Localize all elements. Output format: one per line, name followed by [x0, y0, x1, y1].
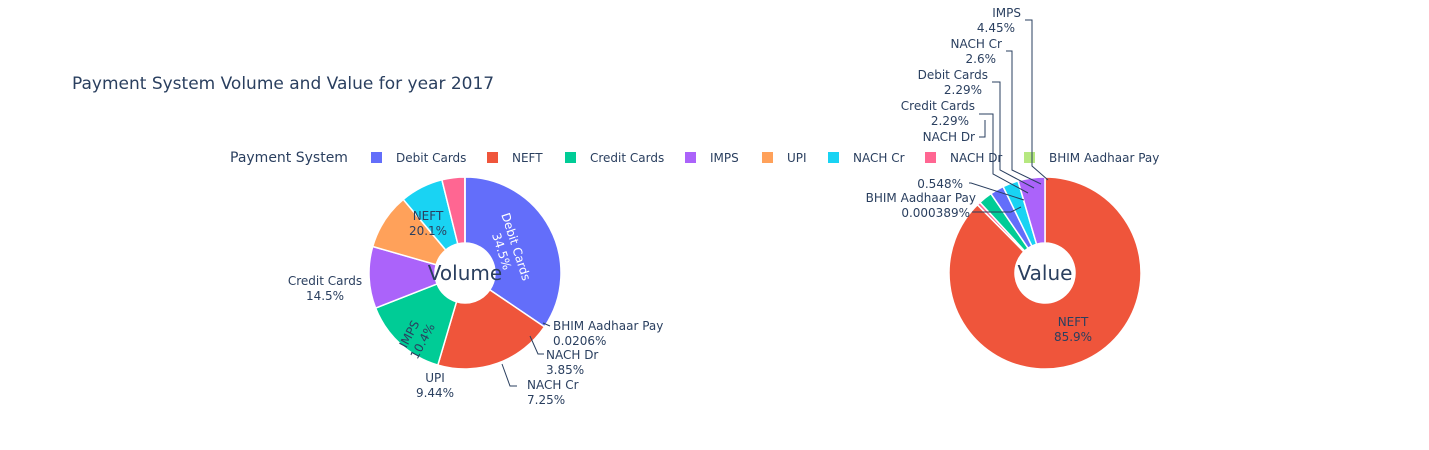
pie-value-label-credit-cards: Credit Cards 2.29%	[901, 99, 1029, 194]
legend-item-debit-cards[interactable]: Debit Cards	[371, 151, 466, 165]
legend-swatch-bhim-aadhaar-pay	[1024, 152, 1035, 163]
pie-value-center-label: Value	[1018, 261, 1073, 285]
legend-label-bhim-aadhaar-pay: BHIM Aadhaar Pay	[1049, 151, 1159, 165]
pie-value-leader-nach-dr-name	[979, 120, 986, 138]
pie-value-text-nach-cr: NACH Cr 2.6%	[950, 37, 1002, 66]
pie-value-text-bhim-aadhaar-pay: BHIM Aadhaar Pay 0.000389%	[866, 191, 976, 220]
pie-volume-slice-neft[interactable]	[436, 288, 546, 370]
pie-value-slice-imps[interactable]	[1017, 176, 1046, 246]
pie-volume-label-bhim-aadhaar-pay: BHIM Aadhaar Pay 0.0206%	[542, 319, 663, 348]
pie-value-text-debit-cards: Debit Cards 2.29%	[918, 68, 988, 97]
legend-item-bhim-aadhaar-pay[interactable]: BHIM Aadhaar Pay	[1024, 151, 1159, 165]
pie-volume-text-upi: UPI 9.44%	[416, 371, 454, 400]
pie-volume-label-nach-cr: NACH Cr 7.25%	[501, 363, 579, 407]
legend-label-neft: NEFT	[512, 151, 543, 165]
pie-value-label-bhim-aadhaar-pay: BHIM Aadhaar Pay 0.000389%	[866, 191, 1022, 220]
legend-label-upi: UPI	[787, 151, 807, 165]
legend-swatch-nach-cr	[828, 152, 839, 163]
legend-label-debit-cards: Debit Cards	[396, 151, 466, 165]
legend-label-nach-cr: NACH Cr	[853, 151, 905, 165]
legend-swatch-neft	[487, 152, 498, 163]
pie-volume-label-credit-cards: Credit Cards 14.5%	[288, 274, 362, 303]
pie-value-label-neft: NEFT 85.9%	[1054, 315, 1092, 344]
pie-volume-text-bhim-aadhaar-pay: BHIM Aadhaar Pay 0.0206%	[553, 319, 663, 348]
pie-value-text-credit-cards: Credit Cards 2.29%	[901, 99, 975, 128]
pie-value-text-nach-dr: NACH Dr 0.548%	[917, 130, 975, 191]
legend-swatch-credit-cards	[565, 152, 576, 163]
pie-value-label-nach-cr: NACH Cr 2.6%	[950, 37, 1042, 185]
legend-item-imps[interactable]: IMPS	[685, 151, 739, 165]
legend-item-upi[interactable]: UPI	[762, 151, 807, 165]
pie-volume-text-neft: NEFT 20.1%	[409, 209, 447, 238]
legend-swatch-upi	[762, 152, 773, 163]
pie-value-leader-debit-cards	[992, 81, 1035, 189]
legend-item-neft[interactable]: NEFT	[487, 151, 543, 165]
legend: Payment System Debit Cards NEFT Credit Car…	[230, 150, 1159, 166]
legend-swatch-imps	[685, 152, 696, 163]
pie-value-leader-nach-dr	[969, 182, 1025, 201]
pie-value-leader-nach-cr	[1006, 50, 1042, 185]
pie-value-text-neft: NEFT 85.9%	[1054, 315, 1092, 344]
pie-volume-text-credit-cards: Credit Cards 14.5%	[288, 274, 362, 303]
pie-volume-label-neft: NEFT 20.1%	[409, 209, 447, 238]
legend-item-nach-cr[interactable]: NACH Cr	[828, 151, 905, 165]
legend-swatch-nach-dr	[925, 152, 936, 163]
pie-volume-slice-debit-cards[interactable]	[464, 176, 562, 328]
pie-volume-leader-bhim-aadhaar-pay	[542, 322, 551, 327]
legend-item-nach-dr[interactable]: NACH Dr	[925, 151, 1002, 165]
pie-volume-text-nach-cr: NACH Cr 7.25%	[527, 378, 579, 407]
pie-value-label-debit-cards: Debit Cards 2.29%	[918, 68, 1035, 189]
pie-value-text-imps: IMPS 4.45%	[977, 6, 1021, 35]
pie-volume-label-nach-dr: NACH Dr 3.85%	[529, 335, 598, 377]
legend-label-credit-cards: Credit Cards	[590, 151, 664, 165]
pie-volume-center-label: Volume	[428, 261, 502, 285]
pie-volume-label-upi: UPI 9.44%	[416, 371, 454, 400]
pie-volume-leader-nach-dr	[529, 335, 544, 355]
pie-value-label-imps: IMPS 4.45%	[977, 6, 1049, 181]
legend-swatch-debit-cards	[371, 152, 382, 163]
pie-value-leader-credit-cards	[979, 113, 1029, 194]
legend-item-credit-cards[interactable]: Credit Cards	[565, 151, 664, 165]
pie-value-label-nach-dr: NACH Dr 0.548%	[917, 120, 1025, 201]
legend-label-imps: IMPS	[710, 151, 739, 165]
pie-volume-leader-nach-cr	[501, 363, 517, 387]
pie-value-leader-bhim-aadhaar-pay	[972, 206, 1022, 213]
legend-label-nach-dr: NACH Dr	[950, 151, 1002, 165]
legend-title: Payment System	[230, 150, 348, 166]
pie-value-leader-imps	[1025, 19, 1049, 181]
pie-volume-text-nach-dr: NACH Dr 3.85%	[546, 348, 598, 377]
pie-volume-slice-credit-cards[interactable]	[374, 282, 458, 367]
chart-title: Payment System Volume and Value for year…	[72, 74, 494, 94]
